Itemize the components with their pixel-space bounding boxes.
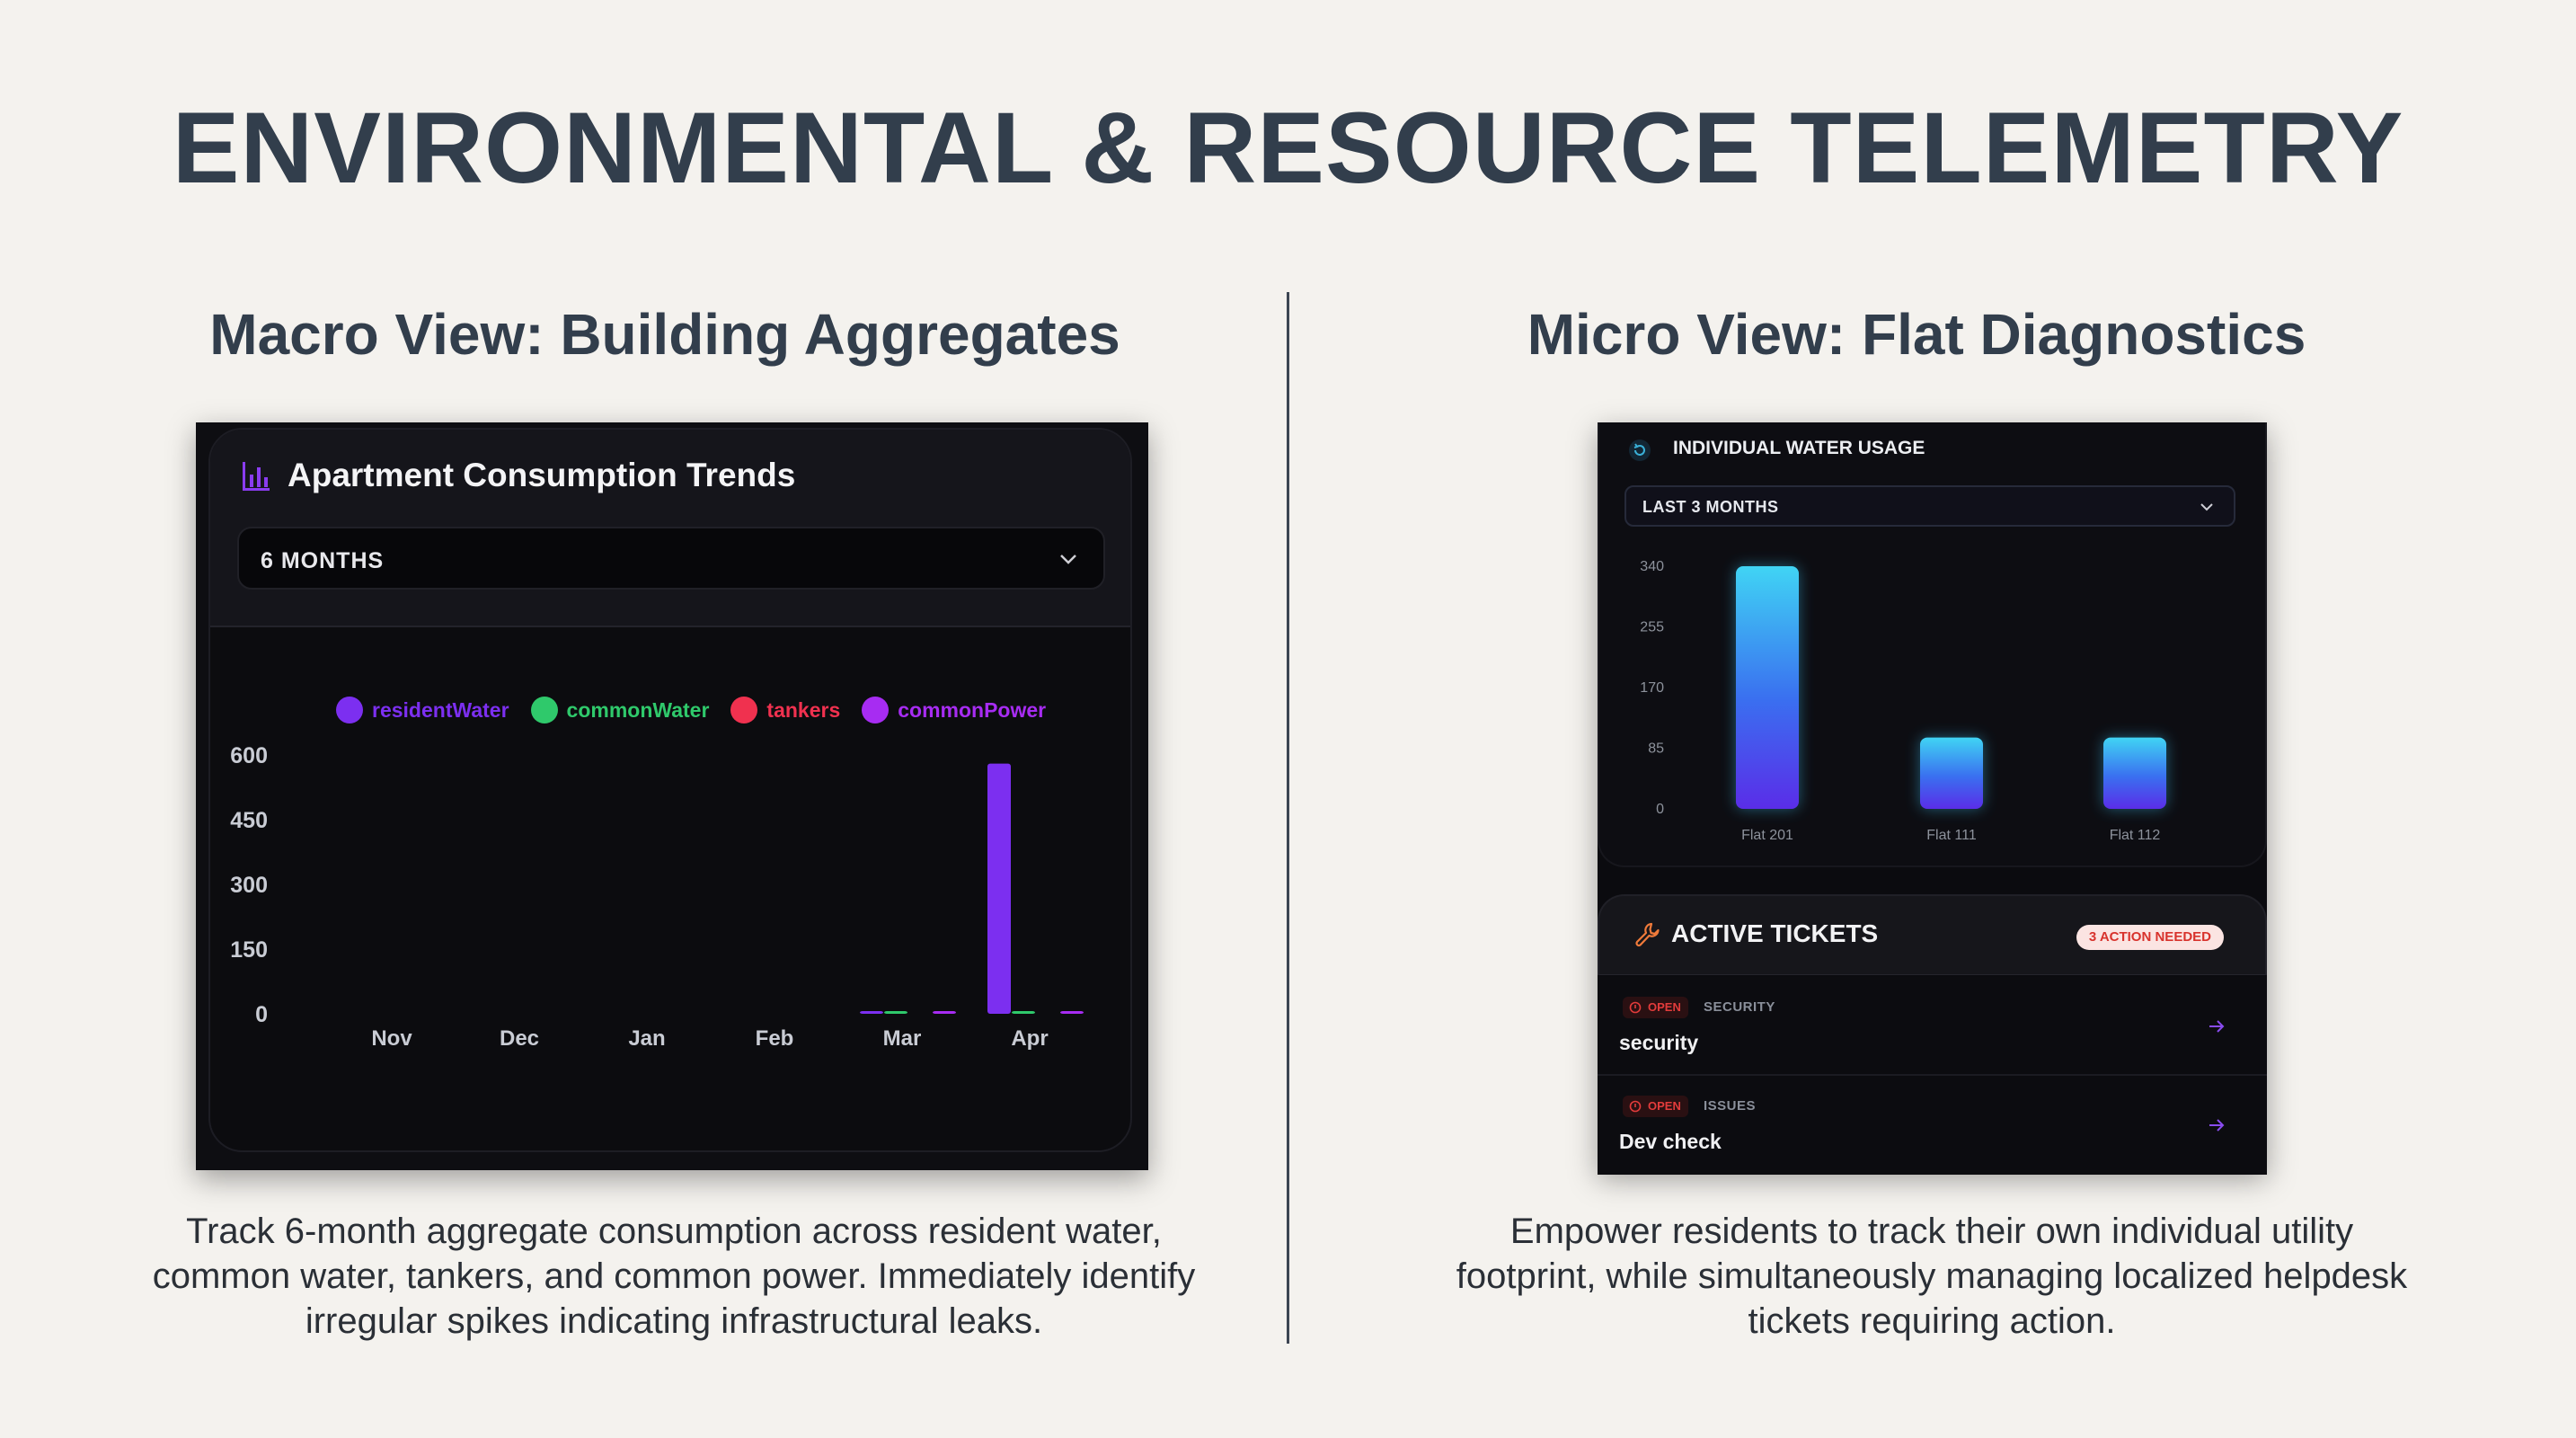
x-tick-label: Flat 201 [1741, 828, 1793, 843]
bar-flat-112 [2103, 737, 2166, 809]
status-badge: OPEN [1623, 997, 1688, 1018]
y-tick-label: 450 [230, 808, 268, 833]
y-tick-label: 0 [1656, 802, 1664, 817]
x-tick-label: Jan [628, 1026, 665, 1051]
active-tickets-header: ACTIVE TICKETS 3 ACTION NEEDED [1598, 894, 2267, 975]
consumption-trends-card: Apartment Consumption Trends 6 MONTHS re… [208, 428, 1132, 1152]
micro-panel: INDIVIDUAL WATER USAGE LAST 3 MONTHS 0 85… [1598, 422, 2267, 1175]
chevron-down-icon [2200, 503, 2213, 511]
y-tick-label: 0 [255, 1002, 268, 1027]
micro-caption: Empower residents to track their own ind… [1456, 1212, 2408, 1341]
bar-commonPower [933, 1011, 956, 1014]
active-tickets-title: ACTIVE TICKETS [1671, 919, 1879, 947]
alert-circle-icon [1629, 1100, 1642, 1113]
period-select[interactable]: 6 MONTHS [237, 527, 1105, 590]
ticket-name: security [1619, 1031, 1699, 1054]
legend-swatch [336, 697, 363, 723]
chevron-down-icon [1060, 555, 1076, 564]
legend-swatch [730, 697, 758, 723]
macro-view-heading: Macro View: Building Aggregates [209, 302, 1120, 367]
status-label: OPEN [1648, 1000, 1681, 1014]
period-select-value: 6 MONTHS [261, 548, 385, 573]
y-tick-label: 255 [1640, 620, 1664, 635]
period-select[interactable]: LAST 3 MONTHS [1624, 485, 2235, 527]
card-header: Apartment Consumption Trends 6 MONTHS [210, 430, 1130, 627]
water-usage-bar-chart: 0 85 170 255 340 Flat 201 Flat 111 Flat 112 [1640, 559, 2166, 843]
x-tick-label: Nov [371, 1026, 412, 1051]
legend-item[interactable]: residentWater [336, 697, 509, 723]
legend-label: residentWater [372, 697, 509, 722]
ticket-category: SECURITY [1704, 999, 1775, 1015]
bar-commonPower [1060, 1011, 1084, 1014]
card-title: Apartment Consumption Trends [288, 457, 796, 493]
legend-item[interactable]: commonPower [862, 697, 1046, 723]
arrow-right-icon[interactable] [2208, 1117, 2226, 1133]
bar-commonWater [1012, 1011, 1035, 1014]
y-tick-label: 340 [1640, 559, 1664, 574]
y-tick-label: 150 [230, 937, 268, 963]
legend-swatch [862, 697, 890, 723]
alert-circle-icon [1629, 1001, 1642, 1014]
macro-panel: Apartment Consumption Trends 6 MONTHS re… [196, 422, 1148, 1170]
y-tick-label: 85 [1648, 741, 1664, 757]
micro-view-heading: Micro View: Flat Diagnostics [1527, 302, 2306, 367]
bar-flat-201 [1736, 566, 1799, 809]
status-badge: OPEN [1623, 1096, 1688, 1117]
bar-flat-111 [1920, 737, 1983, 809]
arrow-right-icon[interactable] [2208, 1018, 2226, 1034]
legend-item[interactable]: commonWater [530, 697, 710, 723]
x-tick-label: Flat 111 [1926, 828, 1977, 843]
consumption-bar-chart: 0 150 300 450 600 Nov Dec Jan Feb Mar Apr [230, 743, 1084, 1051]
chart-legend: residentWater commonWater tankers commonPow… [336, 692, 1067, 728]
card-title: INDIVIDUAL WATER USAGE [1673, 438, 1925, 458]
section-divider [1287, 292, 1289, 1344]
legend-label: commonPower [898, 697, 1047, 722]
page-title: ENVIRONMENTAL & RESOURCE TELEMETRY [172, 92, 2404, 204]
x-tick-label: Mar [883, 1026, 922, 1051]
action-needed-badge: 3 ACTION NEEDED [2076, 925, 2224, 950]
legend-item[interactable]: tankers [730, 697, 840, 723]
y-tick-label: 170 [1640, 680, 1664, 696]
legend-label: commonWater [566, 697, 710, 722]
ticket-category: ISSUES [1704, 1098, 1757, 1114]
x-tick-label: Apr [1011, 1026, 1048, 1051]
bar-residentWater [860, 1011, 883, 1014]
status-label: OPEN [1648, 1099, 1681, 1113]
legend-swatch [530, 697, 558, 723]
x-tick-label: Feb [756, 1026, 794, 1051]
refresh-icon [1629, 439, 1651, 461]
x-tick-label: Dec [500, 1026, 539, 1051]
ticket-row[interactable]: OPEN SECURITY security [1598, 977, 2267, 1076]
water-usage-card: INDIVIDUAL WATER USAGE LAST 3 MONTHS 0 85… [1598, 422, 2267, 867]
legend-label: tankers [766, 697, 841, 722]
bar-chart-icon [243, 462, 270, 491]
x-tick-label: Flat 112 [2110, 828, 2161, 843]
y-tick-label: 300 [230, 873, 268, 898]
macro-caption: Track 6-month aggregate consumption acro… [152, 1212, 1196, 1341]
bar-commonWater [884, 1011, 907, 1014]
wrench-icon [1635, 922, 1660, 947]
bar-residentWater [987, 763, 1011, 1014]
ticket-name: Dev check [1619, 1130, 1722, 1153]
ticket-row[interactable]: OPEN ISSUES Dev check [1598, 1076, 2267, 1175]
period-select-value: LAST 3 MONTHS [1642, 498, 1779, 516]
y-tick-label: 600 [230, 743, 268, 768]
